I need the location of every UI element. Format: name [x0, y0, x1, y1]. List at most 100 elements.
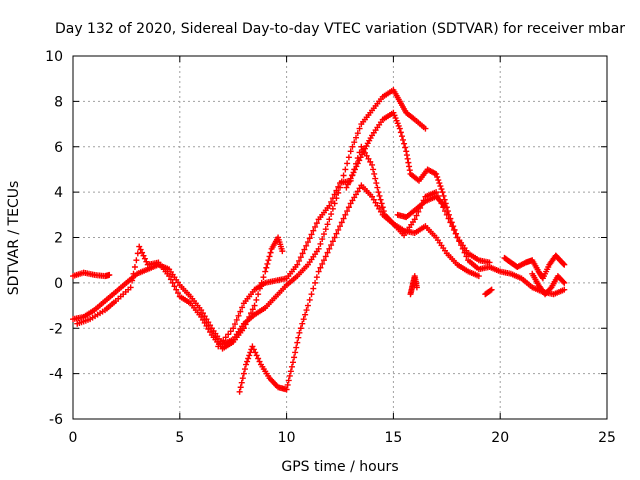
data-point	[379, 204, 386, 211]
data-point	[235, 312, 242, 319]
data-point	[239, 375, 246, 382]
data-point	[547, 285, 554, 292]
data-point	[370, 196, 377, 203]
data-point	[378, 200, 385, 207]
data-point	[252, 349, 259, 356]
data-point	[354, 188, 361, 195]
data-point	[475, 273, 482, 280]
data-point	[403, 148, 410, 155]
data-point	[134, 250, 141, 257]
data-point	[310, 285, 317, 292]
data-point	[304, 302, 311, 309]
series-track-b	[70, 87, 429, 348]
x-tick-label: 10	[278, 430, 296, 446]
data-point	[324, 221, 331, 228]
data-point	[405, 159, 412, 166]
data-point	[434, 174, 441, 180]
series-track-e	[236, 182, 482, 395]
data-point	[560, 278, 567, 285]
data-point	[201, 319, 208, 326]
data-point	[453, 230, 460, 237]
data-point	[359, 151, 366, 158]
data-point	[363, 152, 370, 159]
data-point	[347, 175, 354, 182]
data-point	[201, 313, 208, 320]
data-point	[317, 240, 324, 247]
data-point	[255, 291, 262, 298]
data-point	[331, 191, 338, 198]
data-point	[255, 355, 262, 362]
y-tick-label: 4	[54, 185, 63, 201]
data-point	[403, 152, 410, 159]
data-point	[139, 249, 146, 256]
data-point	[297, 254, 304, 261]
data-point	[447, 215, 454, 222]
data-point	[299, 320, 306, 327]
data-point	[284, 381, 291, 388]
data-point	[171, 283, 178, 290]
data-point	[283, 386, 290, 393]
data-point	[130, 270, 137, 277]
y-tick-label: 10	[45, 49, 63, 65]
data-point	[319, 236, 326, 243]
data-point	[253, 296, 260, 303]
data-point	[487, 287, 494, 294]
data-marks	[70, 87, 568, 395]
data-point	[329, 205, 336, 212]
data-point	[127, 284, 134, 291]
data-point	[231, 321, 238, 328]
data-point	[198, 307, 205, 314]
data-point	[308, 231, 315, 238]
data-point	[413, 284, 420, 291]
data-point	[199, 316, 206, 323]
series-track-f	[343, 109, 493, 266]
data-point	[374, 184, 381, 191]
data-point	[351, 194, 358, 201]
y-tick-label: -2	[49, 321, 63, 337]
data-point	[312, 279, 319, 286]
data-point	[296, 257, 303, 264]
data-point	[561, 279, 568, 286]
x-axis-label: GPS time / hours	[281, 459, 398, 475]
data-point	[326, 216, 333, 223]
data-point	[347, 148, 354, 155]
y-tick-label: -4	[49, 367, 63, 383]
data-point	[346, 178, 353, 185]
data-point	[251, 302, 258, 309]
data-point	[353, 163, 360, 170]
data-point	[324, 249, 331, 256]
axis-ticks: 0 5 10 15 20 25 -6 -4 -2 0 2 4 6 8 10	[45, 49, 616, 446]
data-point	[319, 260, 326, 267]
data-point	[220, 337, 227, 344]
data-point	[203, 322, 210, 329]
data-point	[129, 277, 136, 284]
data-point	[342, 211, 349, 218]
data-point	[356, 185, 363, 192]
data-point	[293, 344, 300, 351]
data-point	[137, 246, 144, 253]
data-point	[340, 172, 347, 179]
data-point	[227, 328, 234, 335]
data-point	[331, 200, 338, 207]
data-point	[441, 202, 448, 209]
data-point	[207, 322, 214, 329]
data-point	[486, 259, 493, 266]
data-point	[433, 170, 440, 177]
data-point	[353, 134, 360, 141]
series-track-d	[215, 143, 568, 350]
data-point	[241, 366, 248, 373]
data-point	[320, 231, 327, 238]
x-tick-label: 20	[491, 430, 509, 446]
data-point	[304, 239, 311, 246]
data-point	[344, 181, 351, 188]
data-point	[267, 249, 274, 256]
data-point	[266, 253, 273, 260]
data-point	[264, 260, 271, 267]
data-point	[365, 155, 372, 162]
data-point	[244, 358, 251, 365]
data-point	[377, 196, 384, 203]
data-point	[328, 242, 335, 249]
data-point	[451, 226, 458, 233]
data-point	[335, 183, 342, 190]
data-point	[297, 325, 304, 332]
